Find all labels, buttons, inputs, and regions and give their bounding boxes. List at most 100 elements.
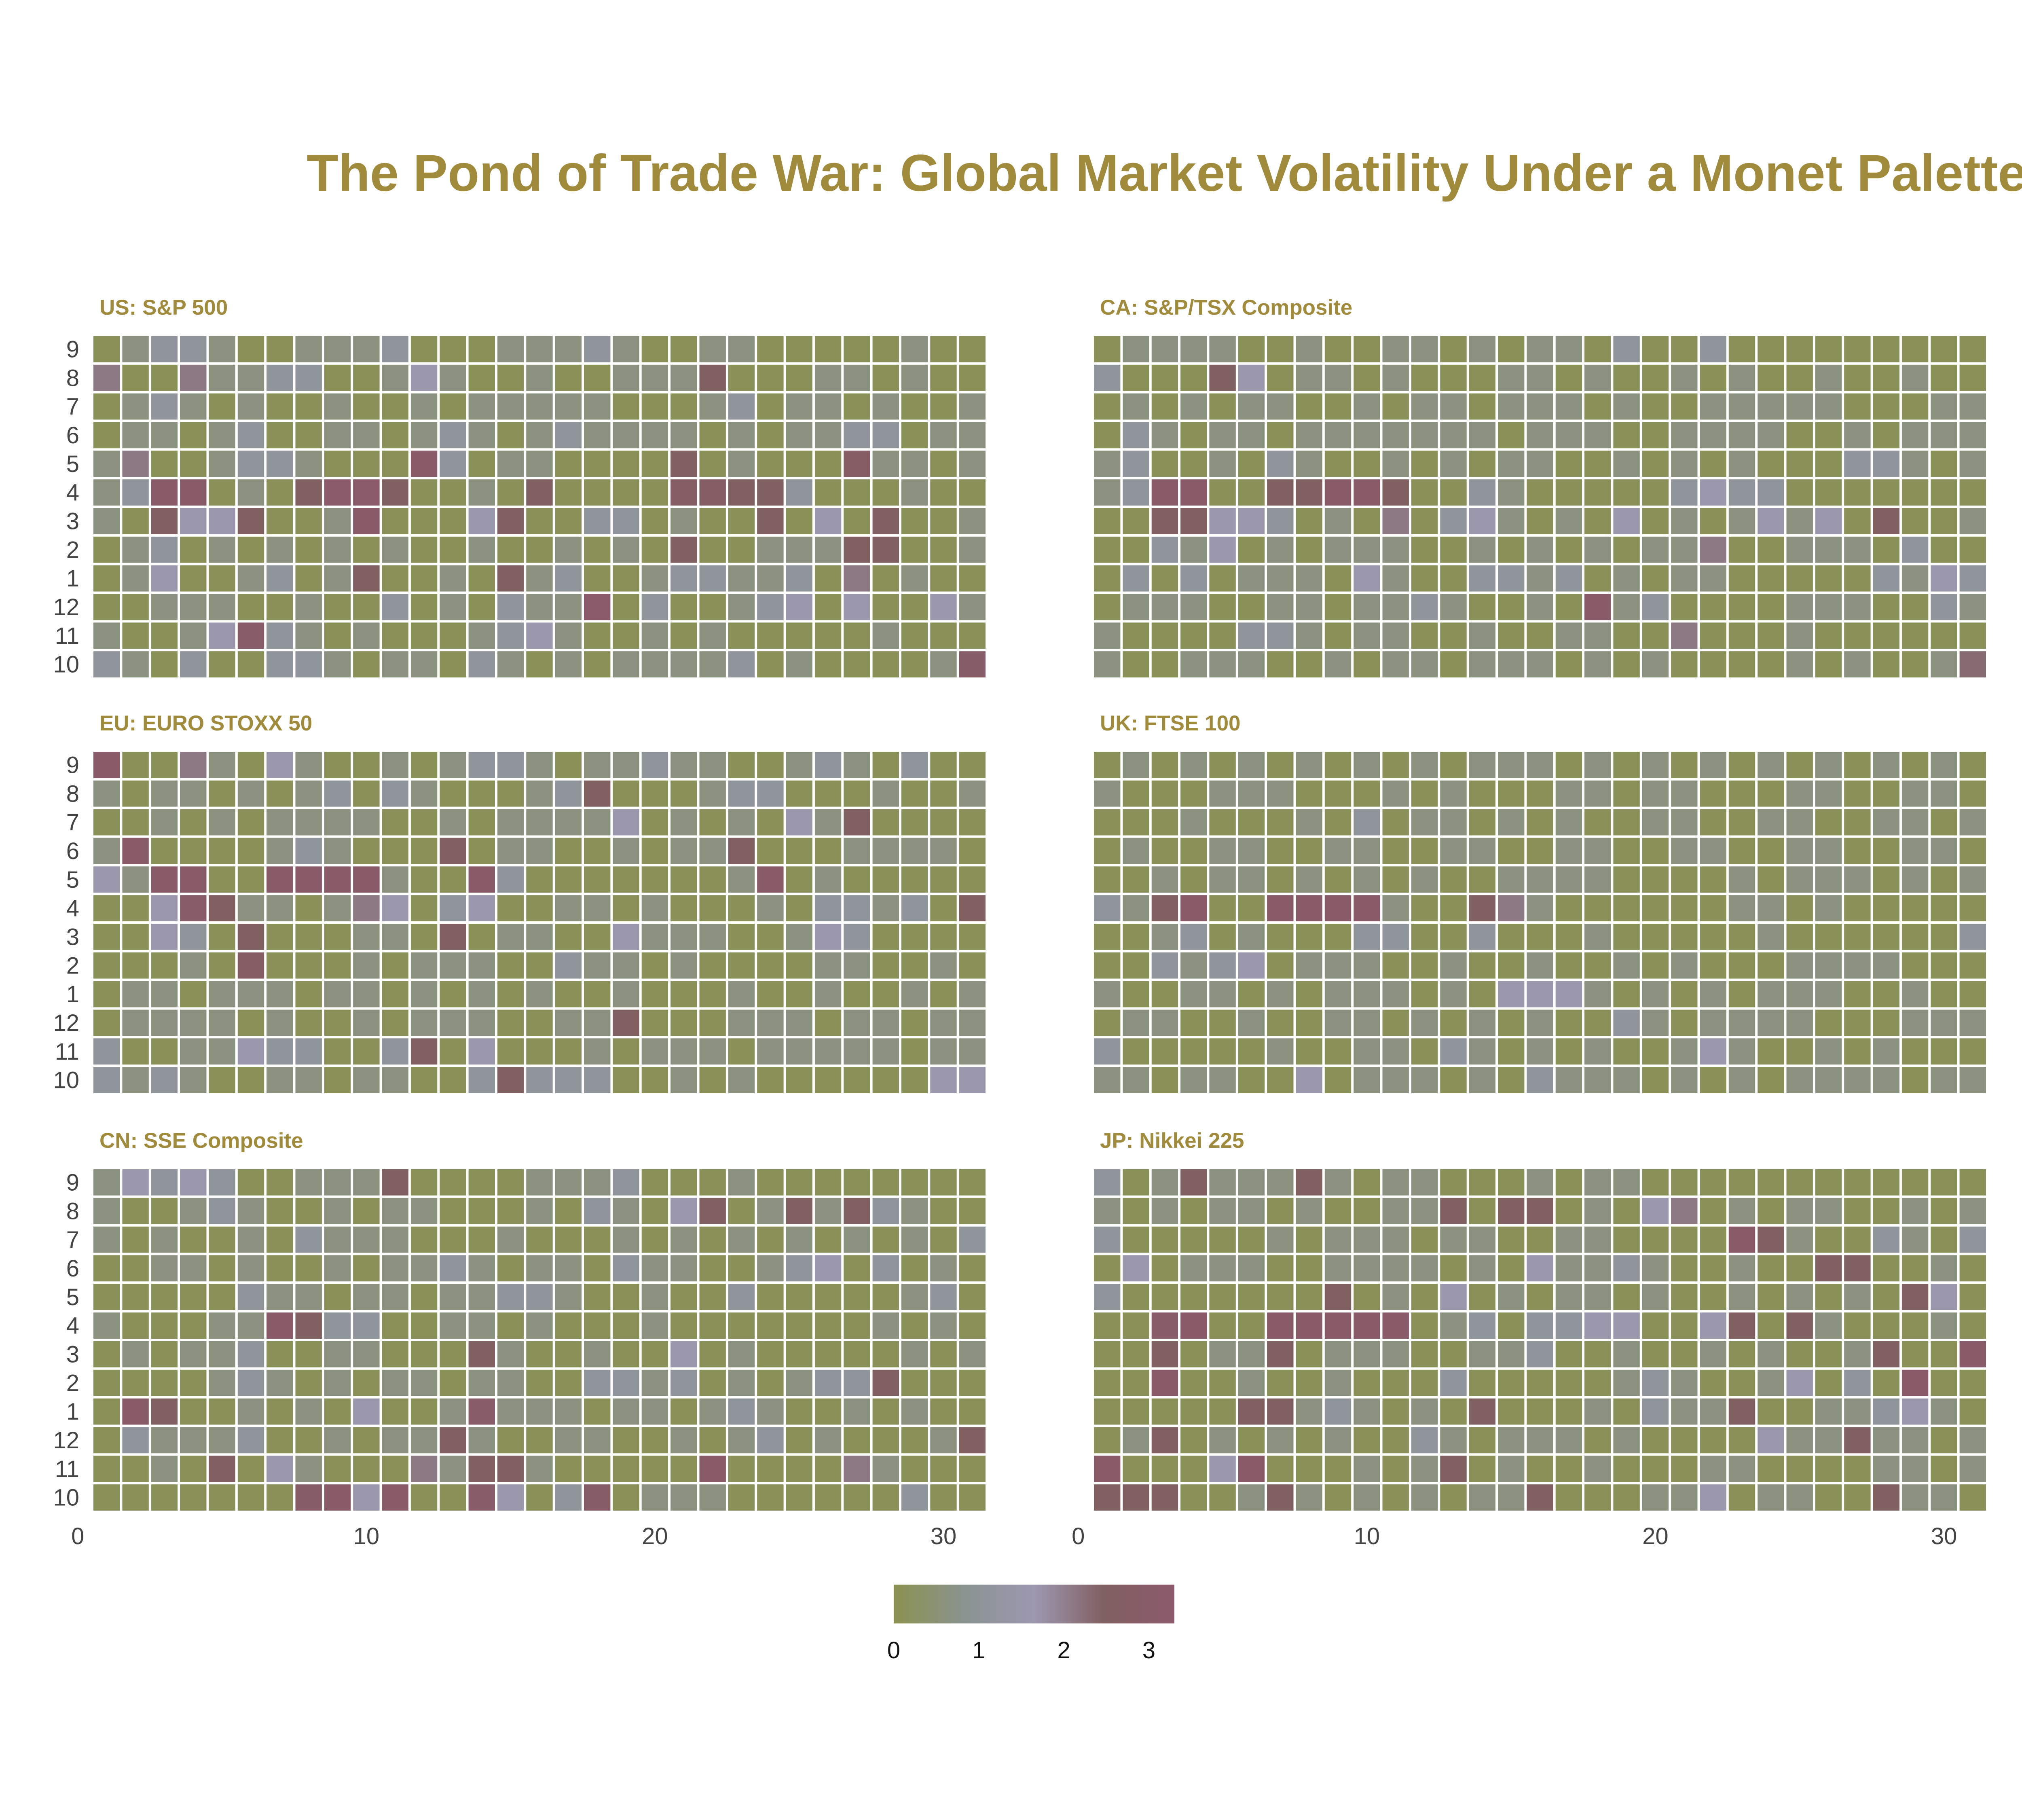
heatmap-cell [1613,809,1640,836]
heatmap-cell [1613,336,1640,362]
heatmap-cell [1094,508,1121,534]
heatmap-cell [1815,393,1842,420]
heatmap-cell [209,536,235,563]
heatmap-cell [1671,651,1698,677]
heatmap-cell [1728,1255,1756,1282]
heatmap-cell [122,336,149,362]
heatmap-cell [1873,393,1899,420]
heatmap-cell [1815,651,1842,677]
heatmap-cell [1209,422,1236,449]
y-tick-label: 6 [66,1255,79,1282]
heatmap-cell [1440,895,1467,921]
heatmap-cell [641,952,668,979]
heatmap-cell [1815,479,1842,506]
heatmap-cell [1151,1009,1178,1036]
y-tick-label: 9 [66,752,79,778]
heatmap-cell [382,393,408,420]
heatmap-cell [497,565,524,592]
heatmap-cell [1440,1369,1467,1396]
heatmap-cell [410,422,438,449]
heatmap-cell [555,565,582,592]
heatmap-cell [151,895,178,921]
heatmap-cell [1094,536,1121,563]
heatmap-cell [930,1369,957,1396]
heatmap-cell [1584,479,1611,506]
heatmap-cell [1959,981,1986,1007]
heatmap-cell [1671,594,1698,620]
heatmap-cell [1815,866,1842,893]
heatmap-cell [1815,981,1842,1007]
heatmap-cell [440,1398,466,1425]
heatmap-cell [728,1456,755,1482]
heatmap-cell [1440,1255,1467,1282]
heatmap-cell [440,895,466,921]
heatmap-cell [1901,1169,1929,1196]
heatmap-cell [1642,1284,1669,1310]
heatmap-cell [1354,809,1380,836]
heatmap-cell [1642,1009,1669,1036]
heatmap-cell [266,1341,293,1367]
heatmap-cell [1527,594,1553,620]
heatmap-cell [382,336,408,362]
heatmap-cell [814,622,842,649]
heatmap-cell [1815,838,1842,864]
heatmap-cell [699,1284,726,1310]
heatmap-cell [1786,479,1813,506]
heatmap-cell [1209,895,1236,921]
heatmap-cell [1584,651,1611,677]
heatmap-cell [1411,1456,1438,1482]
heatmap-cell [295,924,322,950]
heatmap-cell [1296,1009,1322,1036]
heatmap-cell [1931,1255,1957,1282]
heatmap-cell [1700,1009,1726,1036]
heatmap-cell [1469,1341,1495,1367]
heatmap-cell [526,809,553,836]
heatmap-cell [1700,1169,1726,1196]
heatmap-cell [959,981,986,1007]
heatmap-cell [1180,895,1207,921]
heatmap-cell [584,866,611,893]
y-tick-label: 3 [66,508,79,534]
heatmap-cell [699,622,726,649]
heatmap-cell [526,780,553,807]
heatmap-cell [1758,1341,1784,1367]
heatmap-cell [1555,1284,1582,1310]
heatmap-cell [814,565,842,592]
heatmap-cell [1469,1067,1495,1093]
heatmap-cell [180,1484,207,1511]
heatmap-cell [1469,952,1495,979]
heatmap-cell [1354,1067,1380,1093]
heatmap-cell [1440,1198,1467,1224]
heatmap-cell [410,1009,438,1036]
heatmap-cell [1815,924,1842,950]
heatmap-cell [1642,393,1669,420]
heatmap-cell [1324,422,1352,449]
heatmap-cell [1354,838,1380,864]
y-tick-label: 3 [66,1341,79,1367]
heatmap-cell [122,364,149,391]
heatmap-cell [353,508,380,534]
heatmap-cell [1180,1169,1207,1196]
heatmap-cell [1959,866,1986,893]
heatmap-cell [1786,1284,1813,1310]
heatmap-cell [1354,651,1380,677]
heatmap-cell [1498,1398,1525,1425]
heatmap-cell [526,1226,553,1253]
heatmap-cell [1296,1169,1322,1196]
heatmap-cell [410,952,438,979]
heatmap-cell [410,1484,438,1511]
heatmap-cell [930,1169,957,1196]
heatmap-cell [1094,1067,1121,1093]
heatmap-cell [1527,651,1553,677]
heatmap-cell [1758,594,1784,620]
heatmap-cell [526,565,553,592]
heatmap-cell [1123,1255,1149,1282]
heatmap-cell [1959,752,1986,778]
heatmap-cell [959,780,986,807]
heatmap-cell [1498,651,1525,677]
heatmap-cell [1267,1312,1294,1339]
heatmap-cell [1209,536,1236,563]
heatmap-cell [1815,536,1842,563]
heatmap-cell [1411,422,1438,449]
heatmap-cell [1555,895,1582,921]
